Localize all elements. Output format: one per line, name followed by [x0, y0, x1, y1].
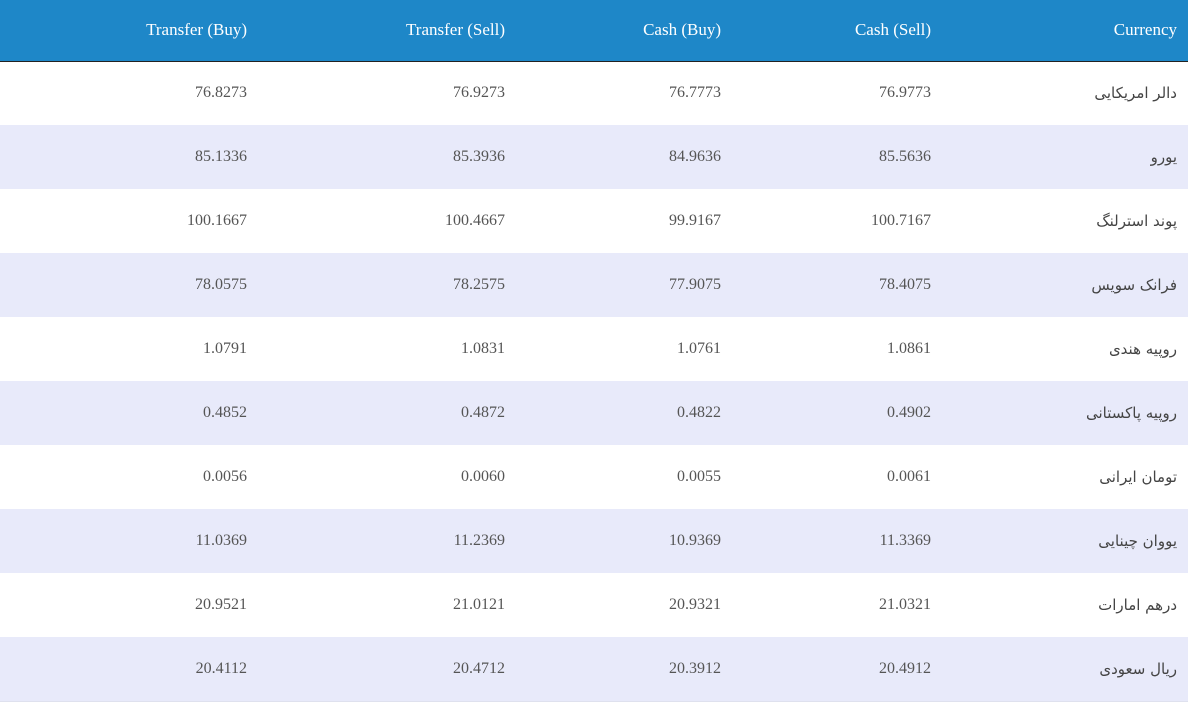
header-transfer-buy: Transfer (Buy)	[146, 20, 247, 40]
transfer-sell-cell: 0.0060	[461, 468, 505, 485]
currency-name-cell: یورو	[1150, 148, 1177, 166]
table-row: 78.0575 78.2575 77.9075 78.4075 فرانک سویس	[0, 253, 1188, 317]
currency-name-cell: دالر امریکایی	[1094, 84, 1177, 103]
cash-sell-cell: 85.5636	[879, 148, 931, 165]
cash-buy-cell: 0.4822	[677, 404, 721, 421]
cash-sell-cell: 21.0321	[879, 596, 931, 613]
transfer-buy-cell: 0.0056	[203, 468, 247, 485]
cash-buy-cell: 20.3912	[669, 659, 721, 677]
transfer-buy-cell: 0.4852	[203, 404, 247, 421]
cash-sell-cell: 1.0861	[887, 340, 931, 357]
currency-name-cell: پوند استرلنگ	[1096, 212, 1177, 230]
table-body: 76.8273 76.9273 76.7773 76.9773 دالر امریکای…	[0, 61, 1188, 701]
cash-buy-cell: 76.7773	[669, 84, 721, 102]
transfer-buy-cell: 1.0791	[203, 340, 247, 357]
currency-name-cell: روپیه پاکستانی	[1085, 404, 1177, 422]
cash-buy-cell: 84.9636	[669, 148, 721, 165]
table-row: 100.1667 100.4667 99.9167 100.7167 پوند استر…	[0, 189, 1188, 253]
header-transfer-sell: Transfer (Sell)	[406, 20, 505, 40]
transfer-sell-cell: 1.0831	[461, 340, 505, 357]
cash-sell-cell: 76.9773	[879, 84, 931, 102]
table-row: 11.0369 11.2369 10.9369 11.3369 یووان چینایی	[0, 509, 1188, 573]
header-cash-buy: Cash (Buy)	[643, 20, 721, 40]
header-cash-sell: Cash (Sell)	[854, 20, 931, 40]
header-currency: Currency	[1113, 20, 1177, 40]
currency-name-cell: ریال سعودی	[1099, 659, 1177, 678]
currency-name-cell: روپیه هندی	[1108, 340, 1177, 358]
transfer-buy-cell: 11.0369	[195, 532, 247, 549]
cash-buy-cell: 0.0055	[677, 468, 721, 485]
cash-sell-cell: 0.0061	[887, 468, 931, 485]
transfer-sell-cell: 100.4667	[445, 212, 505, 229]
transfer-sell-cell: 85.3936	[453, 148, 505, 165]
table-row: 85.1336 85.3936 84.9636 85.5636 یورو	[0, 125, 1188, 189]
currency-name-cell: تومان ایرانی	[1099, 468, 1177, 486]
cash-buy-cell: 77.9075	[669, 276, 721, 293]
transfer-buy-cell: 76.8273	[195, 84, 247, 102]
cash-sell-cell: 20.4912	[879, 659, 931, 677]
currency-name-cell: درهم امارات	[1098, 596, 1177, 614]
transfer-buy-cell: 20.9521	[195, 596, 247, 613]
cash-sell-cell: 78.4075	[879, 276, 931, 293]
transfer-sell-cell: 21.0121	[453, 596, 505, 613]
table-row: 76.8273 76.9273 76.7773 76.9773 دالر امریکای…	[0, 61, 1188, 125]
cash-buy-cell: 99.9167	[669, 212, 721, 229]
table-row: 20.4112 20.4712 20.3912 20.4912 ریال سعودی	[0, 637, 1188, 701]
transfer-sell-cell: 20.4712	[453, 659, 505, 677]
transfer-sell-cell: 11.2369	[453, 532, 505, 549]
transfer-sell-cell: 0.4872	[461, 404, 505, 421]
currency-name-cell: فرانک سویس	[1091, 276, 1177, 294]
transfer-buy-cell: 78.0575	[195, 276, 247, 293]
cash-buy-cell: 20.9321	[669, 596, 721, 613]
table-header: Transfer (Buy) Transfer (Sell) Cash (Buy…	[0, 0, 1188, 61]
transfer-buy-cell: 20.4112	[195, 659, 247, 677]
transfer-sell-cell: 78.2575	[453, 276, 505, 293]
currency-name-cell: یووان چینایی	[1098, 532, 1177, 550]
cash-buy-cell: 10.9369	[669, 532, 721, 549]
table-row: 0.0056 0.0060 0.0055 0.0061 تومان ایرانی	[0, 445, 1188, 509]
transfer-sell-cell: 76.9273	[453, 84, 505, 102]
header-row: Transfer (Buy) Transfer (Sell) Cash (Buy…	[0, 0, 1188, 61]
cash-sell-cell: 0.4902	[887, 404, 931, 421]
cash-buy-cell: 1.0761	[677, 340, 721, 357]
cash-sell-cell: 100.7167	[871, 212, 931, 229]
cash-sell-cell: 11.3369	[879, 532, 931, 549]
transfer-buy-cell: 100.1667	[187, 212, 247, 229]
transfer-buy-cell: 85.1336	[195, 148, 247, 165]
table-row: 1.0791 1.0831 1.0761 1.0861 روپیه هندی	[0, 317, 1188, 381]
table-row: 0.4852 0.4872 0.4822 0.4902 روپیه پاکستانی	[0, 381, 1188, 445]
table-row: 20.9521 21.0121 20.9321 21.0321 درهم امارات	[0, 573, 1188, 637]
